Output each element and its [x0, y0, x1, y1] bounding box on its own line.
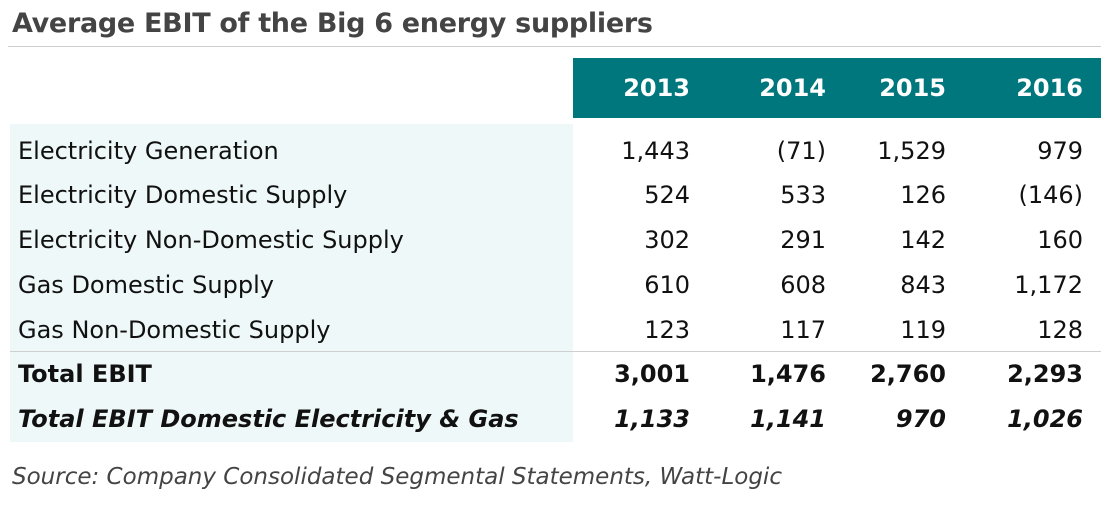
row-label: Electricity Domestic Supply [18, 181, 348, 209]
column-header-2013: 2013 [623, 74, 690, 102]
value-cell-2013: 3,001 [614, 360, 690, 388]
row-label: Gas Non-Domestic Supply [18, 316, 331, 344]
value-cell-2015: 126 [900, 181, 946, 209]
value-cell-2016: 1,172 [1014, 271, 1083, 299]
value-cell-2015: 2,760 [870, 360, 946, 388]
value-cell-2015: 142 [900, 226, 946, 254]
value-cell-2013: 524 [644, 181, 690, 209]
total-separator [10, 351, 1101, 352]
table-row: Gas Non-Domestic Supply 123 117 119 128 [10, 308, 1101, 353]
column-header-2015: 2015 [879, 74, 946, 102]
table-row: Electricity Generation 1,443 (71) 1,529 979 [10, 129, 1101, 174]
value-cell-2016: 2,293 [1007, 360, 1083, 388]
value-cell-2016: (146) [1018, 181, 1083, 209]
table-row: Total EBIT Domestic Electricity & Gas 1,1… [10, 397, 1101, 442]
value-cell-2016: 1,026 [1007, 405, 1083, 433]
chart-title: Average EBIT of the Big 6 energy supplie… [12, 8, 653, 39]
table-row: Total EBIT 3,001 1,476 2,760 2,293 [10, 352, 1101, 397]
value-cell-2014: 117 [780, 316, 826, 344]
value-cell-2014: 291 [780, 226, 826, 254]
value-cell-2015: 1,529 [877, 137, 946, 165]
value-cell-2015: 843 [900, 271, 946, 299]
table-row: Electricity Domestic Supply 524 533 126 (146… [10, 173, 1101, 218]
table-row: Gas Domestic Supply 610 608 843 1,172 [10, 263, 1101, 308]
year-header-band [573, 58, 1101, 118]
value-cell-2013: 1,443 [621, 137, 690, 165]
row-label: Electricity Generation [18, 137, 279, 165]
column-header-2016: 2016 [1016, 74, 1083, 102]
value-cell-2014: 1,476 [750, 360, 826, 388]
source-note: Source: Company Consolidated Segmental S… [12, 464, 782, 490]
value-cell-2015: 119 [900, 316, 946, 344]
row-label: Total EBIT [18, 360, 152, 388]
value-cell-2013: 302 [644, 226, 690, 254]
value-cell-2013: 610 [644, 271, 690, 299]
value-cell-2016: 979 [1037, 137, 1083, 165]
title-divider [8, 46, 1101, 47]
value-cell-2016: 160 [1037, 226, 1083, 254]
value-cell-2013: 123 [644, 316, 690, 344]
value-cell-2013: 1,133 [614, 405, 690, 433]
value-cell-2014: 608 [780, 271, 826, 299]
row-label: Electricity Non-Domestic Supply [18, 226, 404, 254]
value-cell-2014: (71) [776, 137, 826, 165]
value-cell-2014: 533 [780, 181, 826, 209]
row-label: Total EBIT Domestic Electricity & Gas [18, 405, 519, 433]
value-cell-2014: 1,141 [750, 405, 826, 433]
table-row: Electricity Non-Domestic Supply 302 291 142… [10, 218, 1101, 263]
value-cell-2015: 970 [895, 405, 946, 433]
row-label: Gas Domestic Supply [18, 271, 274, 299]
value-cell-2016: 128 [1037, 316, 1083, 344]
column-header-2014: 2014 [759, 74, 826, 102]
row-label-background [10, 124, 573, 442]
